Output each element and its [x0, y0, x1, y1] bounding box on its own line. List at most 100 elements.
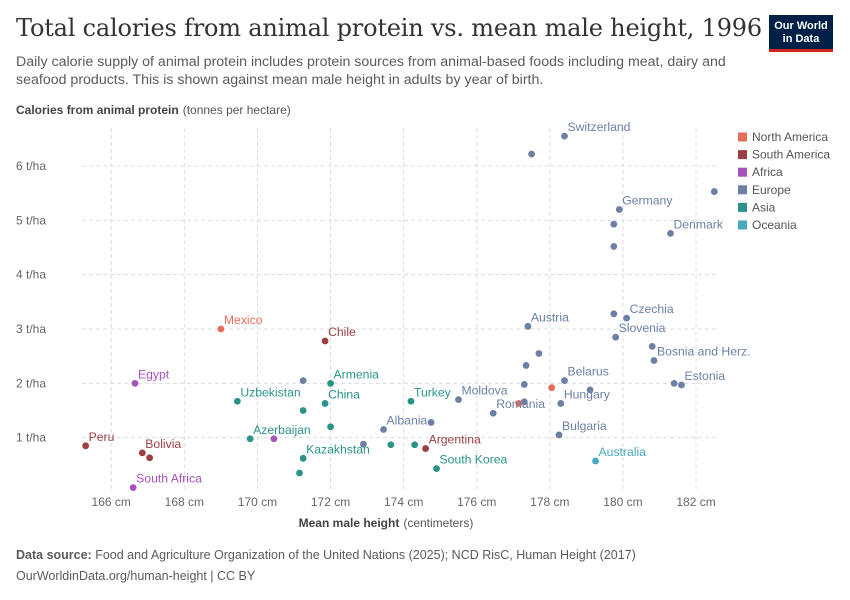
data-point[interactable] [327, 379, 334, 387]
data-point[interactable] [380, 426, 387, 433]
data-point[interactable] [648, 343, 656, 350]
data-point[interactable] [411, 441, 419, 449]
logo-line-1: Our World [774, 20, 828, 32]
data-point[interactable] [561, 132, 568, 140]
point-label-hungary: Hungary [564, 387, 611, 401]
legend-label-europe[interactable]: Europe [752, 183, 791, 197]
footer-source: Data source: Food and Agriculture Organi… [16, 548, 636, 562]
legend-label-south-america[interactable]: South America [752, 148, 830, 162]
y-axis-unit: (tonnes per hectare) [183, 103, 291, 117]
data-point[interactable] [427, 419, 435, 426]
point-label-chile: Chile [328, 325, 356, 339]
point-label-belarus: Belarus [567, 365, 608, 379]
data-point[interactable] [129, 484, 137, 492]
y-axis-label: Calories from animal protein [16, 103, 179, 117]
data-point[interactable] [710, 188, 718, 195]
data-point[interactable] [433, 465, 440, 473]
legend-label-north-america[interactable]: North America [752, 130, 828, 144]
data-point[interactable] [321, 337, 329, 345]
legend-label-oceania[interactable]: Oceania [752, 218, 797, 232]
y-tick-label: 1 t/ha [16, 431, 46, 445]
data-point[interactable] [407, 397, 415, 405]
legend-swatch-oceania[interactable] [738, 220, 747, 230]
data-point[interactable] [246, 435, 254, 443]
data-point[interactable] [233, 397, 241, 405]
data-point[interactable] [678, 381, 685, 389]
legend[interactable]: North America South America Africa Europe As… [738, 130, 830, 232]
data-point[interactable] [561, 377, 568, 385]
data-point[interactable] [557, 400, 565, 407]
point-label-germany: Germany [622, 193, 673, 207]
data-point[interactable] [296, 469, 303, 477]
point-label-kazakhstan: Kazakhstan [306, 442, 370, 456]
data-point[interactable] [615, 206, 623, 213]
data-point[interactable] [667, 229, 674, 237]
point-label-albania: Albania [387, 414, 428, 428]
data-point[interactable] [327, 423, 334, 431]
data-point[interactable] [360, 440, 367, 448]
data-point[interactable] [146, 454, 154, 462]
data-point[interactable] [321, 400, 329, 407]
legend-swatch-asia[interactable] [738, 202, 747, 212]
data-point[interactable] [555, 431, 563, 439]
data-point[interactable] [422, 445, 429, 452]
data-point[interactable] [586, 386, 594, 394]
data-point[interactable] [455, 396, 462, 404]
data-point[interactable] [515, 400, 523, 407]
point-label-mexico: Mexico [224, 313, 263, 327]
data-point[interactable] [299, 377, 307, 385]
data-point[interactable] [592, 457, 599, 465]
footer-url[interactable]: OurWorldinData.org/human-height | CC BY [16, 569, 256, 583]
data-point[interactable] [270, 435, 278, 443]
data-point[interactable] [299, 454, 307, 462]
data-point[interactable] [612, 333, 620, 341]
data-point[interactable] [138, 449, 146, 457]
y-tick-label: 6 t/ha [16, 159, 46, 173]
data-point[interactable] [548, 384, 556, 392]
data-point[interactable] [524, 322, 532, 330]
y-tick-label: 5 t/ha [16, 213, 46, 227]
data-point[interactable] [610, 310, 618, 318]
data-point[interactable] [489, 409, 497, 417]
logo-line-2: in Data [782, 33, 820, 45]
point-label-egypt: Egypt [138, 367, 170, 381]
data-point[interactable] [535, 350, 543, 357]
data-point[interactable] [610, 243, 618, 250]
data-point[interactable] [650, 357, 658, 364]
data-point[interactable] [623, 314, 631, 322]
data-point[interactable] [520, 381, 528, 388]
owid-logo[interactable]: Our World in Data [769, 15, 833, 52]
point-label-austria: Austria [531, 310, 569, 324]
point-label-bulgaria: Bulgaria [562, 419, 607, 433]
data-point[interactable] [522, 362, 530, 369]
data-point[interactable] [520, 398, 528, 406]
grid-lines [82, 128, 718, 492]
source-text: Food and Agriculture Organization of the… [95, 548, 636, 562]
data-point[interactable] [217, 325, 225, 333]
point-label-switzerland: Switzerland [567, 120, 630, 134]
source-label: Data source: [16, 548, 92, 562]
legend-label-africa[interactable]: Africa [752, 165, 783, 179]
y-tick-label: 3 t/ha [16, 322, 46, 336]
x-tick-label: 178 cm [530, 495, 569, 509]
legend-swatch-north-america[interactable] [738, 132, 747, 142]
y-tick-label: 4 t/ha [16, 268, 46, 282]
point-label-estonia: Estonia [684, 369, 725, 383]
x-axis-unit: (centimeters) [403, 516, 473, 530]
data-point[interactable] [299, 407, 307, 414]
data-point[interactable] [82, 442, 90, 450]
point-label-azerbaijan: Azerbaijan [253, 423, 311, 437]
data-point[interactable] [528, 150, 535, 158]
legend-swatch-south-america[interactable] [738, 150, 747, 160]
data-point[interactable] [131, 379, 139, 387]
data-point[interactable] [387, 441, 395, 449]
legend-swatch-europe[interactable] [738, 185, 747, 195]
legend-label-asia[interactable]: Asia [752, 200, 776, 214]
legend-swatch-africa[interactable] [738, 167, 747, 177]
data-point[interactable] [670, 379, 678, 387]
x-tick-label: 166 cm [92, 495, 131, 509]
data-point[interactable] [610, 220, 618, 228]
y-axis-title: Calories from animal protein (tonnes per … [16, 103, 291, 117]
